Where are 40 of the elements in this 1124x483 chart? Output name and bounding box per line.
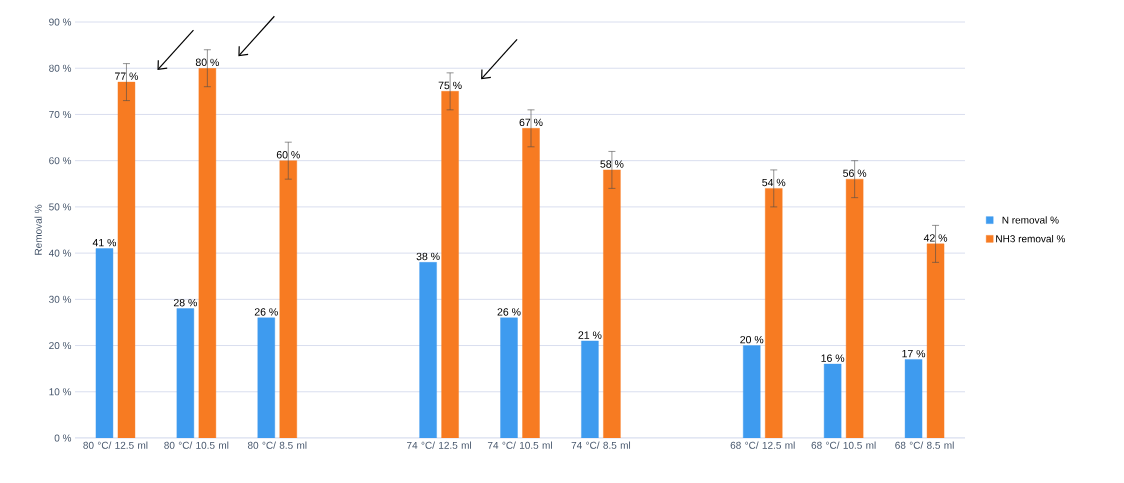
data-label: 16 % [821, 354, 845, 362]
y-tick-label: 30 % [49, 295, 72, 303]
data-label: 67 % [519, 118, 543, 127]
x-tick-label: 68 °C/ 12.5 ml [730, 441, 795, 449]
data-label: 26 % [497, 308, 521, 316]
legend-label: NH3 removal % [996, 234, 1066, 243]
y-tick-label: 50 % [49, 203, 72, 211]
x-tick-label: 68 °C/ 8.5 ml [895, 441, 954, 449]
y-tick-label: 10 % [49, 388, 72, 396]
data-label: 28 % [173, 298, 197, 307]
y-tick-label: 40 % [48, 249, 72, 257]
data-label: 21 % [578, 331, 602, 339]
x-tick-label: 80 °C/ 8.5 ml [247, 441, 307, 449]
legend-label: N removal % [1002, 216, 1059, 224]
data-label: 26 % [254, 308, 278, 316]
data-label: 56 % [843, 169, 867, 177]
x-tick-label: 74 °C/ 8.5 ml [571, 441, 631, 449]
data-label: 38 % [416, 252, 440, 261]
data-label: 77 % [115, 72, 139, 80]
x-tick-label: 74 °C/ 10.5 ml [487, 441, 552, 449]
data-label: 58 % [600, 160, 624, 168]
x-tick-label: 74 °C/ 12.5 ml [407, 441, 471, 449]
data-label: 60 % [276, 151, 300, 159]
x-tick-label: 80 °C/ 10.5 ml [164, 441, 229, 449]
y-tick-label: 0 % [54, 434, 72, 442]
y-tick-label: 90 % [49, 18, 72, 26]
x-tick-label: 80 °C/ 12.5 ml [83, 441, 148, 449]
data-label: 75 % [438, 81, 462, 90]
data-label: 20 % [740, 335, 764, 344]
data-label: 54 % [762, 178, 786, 187]
y-tick-label: 60 % [49, 157, 72, 165]
x-tick-label: 68 °C/ 10.5 ml [811, 441, 876, 449]
y-tick-label: 80 % [49, 64, 72, 72]
data-label: 42 % [923, 234, 948, 242]
y-tick-label: 70 % [49, 110, 72, 118]
data-label: 17 % [902, 349, 926, 358]
data-label: 41 % [92, 238, 117, 247]
y-axis-title: Removal % [34, 204, 42, 255]
data-label: 80 % [195, 58, 219, 67]
y-tick-label: 20 % [49, 342, 72, 350]
